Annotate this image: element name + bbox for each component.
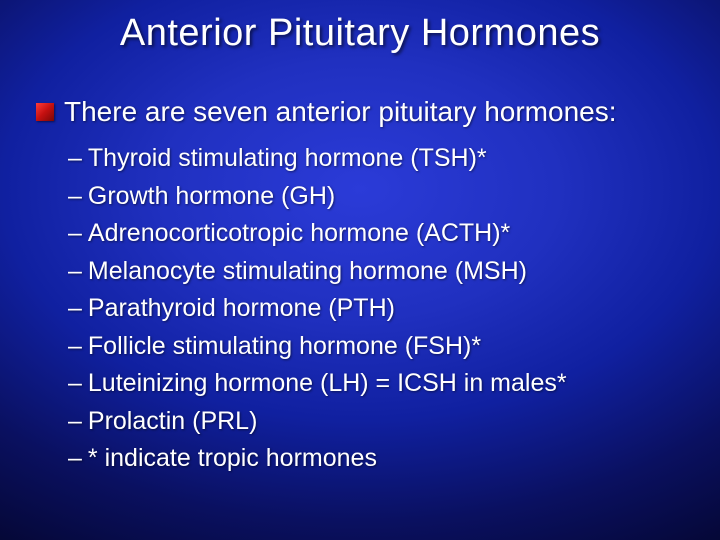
list-item: –Adrenocorticotropic hormone (ACTH)* xyxy=(68,215,567,253)
intro-row: There are seven anterior pituitary hormo… xyxy=(36,96,617,128)
list-item-label: Growth hormone (GH) xyxy=(88,182,335,210)
list-item: –Follicle stimulating hormone (FSH)* xyxy=(68,328,567,366)
dash-icon: – xyxy=(68,444,82,472)
list-item-label: Melanocyte stimulating hormone (MSH) xyxy=(88,257,527,285)
list-item-label: Adrenocorticotropic hormone (ACTH)* xyxy=(88,219,510,247)
list-item-label: Thyroid stimulating hormone (TSH)* xyxy=(88,144,487,172)
list-item-label: Luteinizing hormone (LH) = ICSH in males… xyxy=(88,369,567,397)
list-item: –Prolactin (PRL) xyxy=(68,403,567,441)
dash-icon: – xyxy=(68,407,82,435)
list-item: –Melanocyte stimulating hormone (MSH) xyxy=(68,253,567,291)
dash-icon: – xyxy=(68,369,82,397)
dash-icon: – xyxy=(68,294,82,322)
list-item-label: Parathyroid hormone (PTH) xyxy=(88,294,395,322)
intro-text: There are seven anterior pituitary hormo… xyxy=(64,96,617,128)
list-item: –Thyroid stimulating hormone (TSH)* xyxy=(68,140,567,178)
dash-icon: – xyxy=(68,332,82,360)
slide-title: Anterior Pituitary Hormones xyxy=(0,12,720,55)
list-item: –Growth hormone (GH) xyxy=(68,178,567,216)
dash-icon: – xyxy=(68,257,82,285)
list-item-label: Prolactin (PRL) xyxy=(88,407,258,435)
bullet-square-icon xyxy=(36,103,54,121)
dash-icon: – xyxy=(68,144,82,172)
dash-icon: – xyxy=(68,219,82,247)
list-item-label: * indicate tropic hormones xyxy=(88,444,377,472)
list-item-label: Follicle stimulating hormone (FSH)* xyxy=(88,332,481,360)
hormone-list: –Thyroid stimulating hormone (TSH)* –Gro… xyxy=(68,140,567,478)
list-item: –* indicate tropic hormones xyxy=(68,440,567,478)
list-item: –Luteinizing hormone (LH) = ICSH in male… xyxy=(68,365,567,403)
list-item: –Parathyroid hormone (PTH) xyxy=(68,290,567,328)
dash-icon: – xyxy=(68,182,82,210)
